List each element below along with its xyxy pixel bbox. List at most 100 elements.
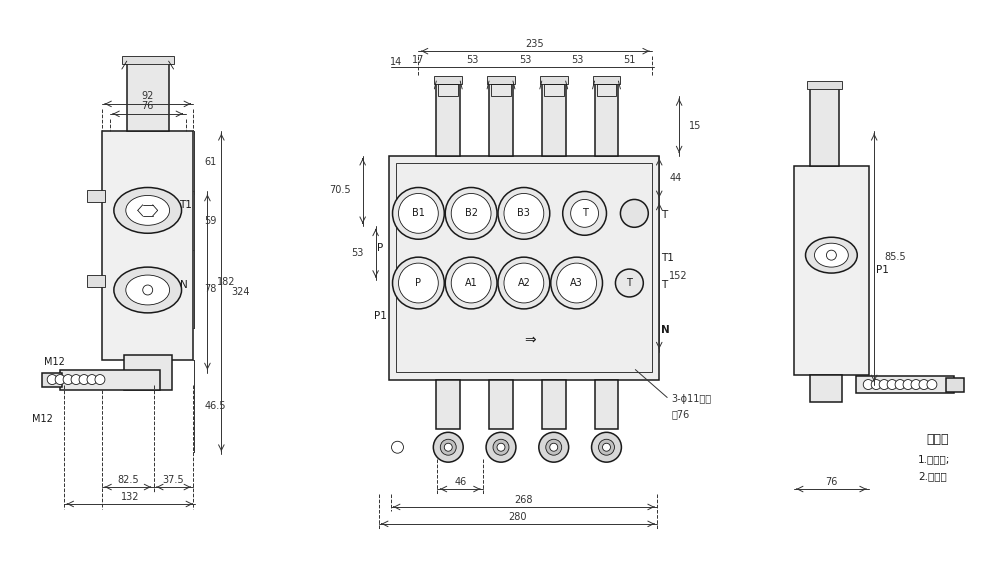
Circle shape bbox=[493, 439, 509, 455]
Text: P1: P1 bbox=[374, 311, 387, 321]
Text: 92: 92 bbox=[142, 91, 154, 101]
Text: 15: 15 bbox=[689, 121, 701, 131]
Text: P: P bbox=[377, 243, 384, 253]
Text: N: N bbox=[661, 325, 670, 335]
Text: T1: T1 bbox=[661, 253, 674, 263]
Circle shape bbox=[551, 257, 603, 309]
Circle shape bbox=[451, 193, 491, 233]
Circle shape bbox=[393, 257, 444, 309]
Text: 17: 17 bbox=[412, 55, 425, 65]
Circle shape bbox=[445, 188, 497, 239]
Bar bbox=[491, 84, 511, 96]
Text: A2: A2 bbox=[517, 278, 530, 288]
Circle shape bbox=[71, 374, 81, 384]
Text: T: T bbox=[661, 211, 667, 220]
Text: 51: 51 bbox=[623, 55, 636, 65]
Text: 44: 44 bbox=[669, 173, 681, 182]
Bar bbox=[122, 56, 174, 64]
Text: 78: 78 bbox=[204, 284, 217, 294]
Bar bbox=[489, 81, 513, 156]
Bar bbox=[127, 61, 169, 131]
Circle shape bbox=[620, 200, 648, 227]
Text: B1: B1 bbox=[412, 208, 425, 218]
Circle shape bbox=[911, 380, 921, 389]
Bar bbox=[597, 84, 616, 96]
Bar bbox=[42, 373, 62, 387]
Bar bbox=[124, 355, 172, 389]
Circle shape bbox=[497, 443, 505, 451]
Bar bbox=[102, 131, 193, 359]
Bar bbox=[810, 86, 839, 166]
Circle shape bbox=[599, 439, 614, 455]
Text: A3: A3 bbox=[570, 278, 583, 288]
Text: T: T bbox=[661, 280, 667, 290]
Bar bbox=[794, 166, 869, 374]
Text: 46: 46 bbox=[454, 477, 466, 487]
Text: 37.5: 37.5 bbox=[163, 475, 184, 485]
Bar bbox=[489, 380, 513, 429]
Circle shape bbox=[546, 439, 562, 455]
Text: B2: B2 bbox=[465, 208, 478, 218]
Text: 85.5: 85.5 bbox=[884, 252, 906, 262]
Bar bbox=[436, 380, 460, 429]
Circle shape bbox=[539, 432, 569, 462]
Bar bbox=[487, 76, 515, 84]
Circle shape bbox=[863, 380, 873, 389]
Text: 324: 324 bbox=[231, 287, 250, 297]
Circle shape bbox=[557, 263, 597, 303]
Text: 14: 14 bbox=[390, 57, 403, 67]
Circle shape bbox=[504, 193, 544, 233]
Bar bbox=[60, 370, 160, 389]
Circle shape bbox=[498, 257, 550, 309]
Text: 76: 76 bbox=[142, 101, 154, 111]
Text: 235: 235 bbox=[526, 39, 544, 49]
Text: 70.5: 70.5 bbox=[329, 185, 351, 196]
Bar bbox=[856, 376, 954, 394]
Text: 132: 132 bbox=[121, 492, 139, 502]
Text: 280: 280 bbox=[509, 512, 527, 522]
Circle shape bbox=[451, 263, 491, 303]
Circle shape bbox=[445, 257, 497, 309]
Text: 182: 182 bbox=[217, 277, 236, 287]
Bar bbox=[542, 380, 566, 429]
Bar bbox=[438, 84, 458, 96]
Bar bbox=[595, 380, 618, 429]
Circle shape bbox=[571, 200, 599, 227]
Bar bbox=[807, 81, 842, 89]
Circle shape bbox=[550, 443, 558, 451]
Circle shape bbox=[63, 374, 73, 384]
Circle shape bbox=[95, 374, 105, 384]
Bar bbox=[436, 81, 460, 156]
Circle shape bbox=[871, 380, 881, 389]
Circle shape bbox=[895, 380, 905, 389]
Text: 53: 53 bbox=[351, 248, 364, 258]
Text: T: T bbox=[582, 208, 588, 218]
Text: N: N bbox=[180, 280, 187, 290]
Text: 76: 76 bbox=[825, 477, 838, 487]
Text: 59: 59 bbox=[204, 216, 217, 226]
Circle shape bbox=[393, 188, 444, 239]
Circle shape bbox=[433, 432, 463, 462]
Text: P: P bbox=[415, 278, 421, 288]
Circle shape bbox=[615, 269, 643, 297]
Ellipse shape bbox=[114, 267, 182, 313]
Circle shape bbox=[563, 192, 606, 235]
Bar bbox=[544, 84, 564, 96]
Bar bbox=[540, 76, 568, 84]
Circle shape bbox=[879, 380, 889, 389]
Text: 82.5: 82.5 bbox=[117, 475, 139, 485]
Circle shape bbox=[919, 380, 929, 389]
Text: 深76: 深76 bbox=[671, 410, 689, 419]
Circle shape bbox=[143, 285, 153, 295]
Bar bbox=[542, 81, 566, 156]
Circle shape bbox=[927, 380, 937, 389]
Circle shape bbox=[887, 380, 897, 389]
Text: 46.5: 46.5 bbox=[204, 402, 226, 411]
Text: 53: 53 bbox=[571, 55, 584, 65]
Text: 3-ϕ11通孔: 3-ϕ11通孔 bbox=[671, 395, 711, 404]
Bar bbox=[810, 374, 842, 402]
Bar bbox=[87, 190, 105, 203]
Bar bbox=[593, 76, 620, 84]
Text: 技术要: 技术要 bbox=[926, 433, 948, 446]
Bar bbox=[946, 377, 964, 392]
